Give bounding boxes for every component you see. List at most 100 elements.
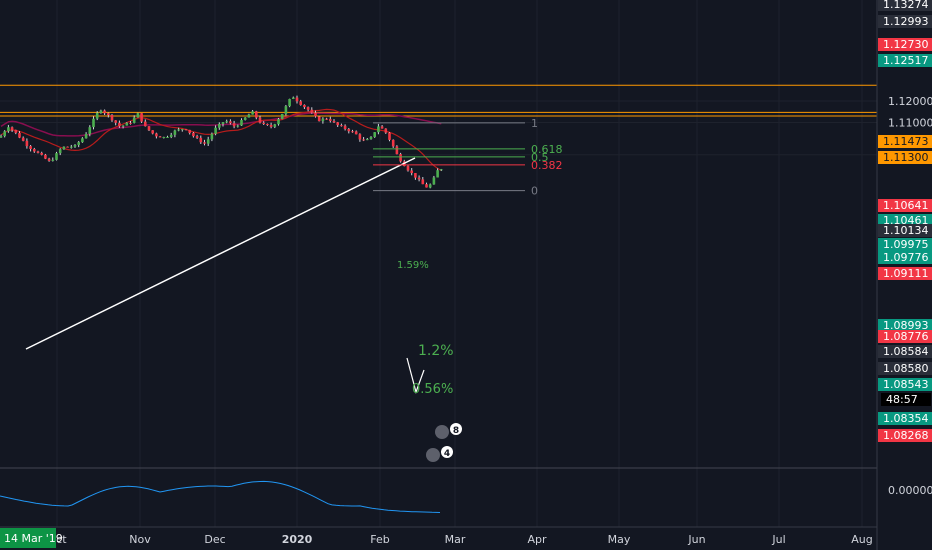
price-tag-bg: [881, 393, 931, 406]
candle-body: [81, 138, 84, 143]
candle-body: [299, 101, 302, 105]
oscillator-pane: [0, 480, 441, 513]
candle-body: [332, 120, 336, 123]
candle-body: [47, 158, 51, 161]
horizontal-levels[interactable]: [0, 84, 877, 117]
price-tag-bg: [878, 251, 932, 264]
candle-body: [436, 170, 439, 178]
candle-body: [136, 113, 140, 118]
price-tag-label: 1.10134: [883, 224, 929, 237]
price-tag-label: 1.12517: [883, 54, 929, 67]
price-tag-label: 1.09975: [883, 238, 929, 251]
candle-body: [3, 131, 6, 137]
event-badge[interactable]: 4: [426, 446, 453, 462]
candle-body: [358, 134, 362, 140]
candle-body: [347, 128, 351, 132]
candle-body: [262, 122, 265, 124]
candle-body: [329, 119, 332, 121]
event-badges[interactable]: 84: [426, 423, 462, 462]
candle-body: [114, 120, 117, 123]
candle-body: [144, 121, 147, 127]
candle-body: [414, 173, 417, 178]
candle-body: [14, 129, 18, 133]
candle-body: [417, 177, 421, 180]
candles: [0, 95, 443, 189]
candle-body: [303, 104, 306, 108]
candle-body: [29, 146, 32, 149]
candle-body: [306, 107, 310, 110]
cursor-time-tag: [0, 528, 56, 548]
price-tag-bg: [878, 151, 932, 164]
candle-body: [336, 122, 339, 126]
candle-body: [428, 184, 432, 188]
time-label: Aug: [851, 533, 872, 546]
candle-body: [55, 153, 58, 160]
candle-body: [199, 137, 203, 143]
candle-body: [44, 154, 47, 159]
candle-body: [377, 126, 380, 133]
candle-body: [36, 151, 40, 153]
badge-count-bg: [441, 446, 453, 458]
candle-body: [340, 125, 343, 127]
candle-body: [0, 136, 3, 138]
candle-body: [292, 97, 295, 99]
candle-body: [395, 146, 399, 155]
candle-body: [147, 126, 151, 131]
price-tick: 1.11000: [888, 117, 932, 130]
candle-body: [51, 159, 55, 161]
price-tags: 1.13274 1.12993 1.12730 1.12517 1.11473 1.113…: [878, 0, 932, 442]
candle-body: [410, 170, 413, 174]
candle-body: [192, 132, 195, 137]
candle-body: [247, 114, 251, 118]
price-tag-label: 1.08993: [883, 319, 929, 332]
ma-fast-line: [0, 108, 442, 172]
candle-body: [258, 117, 262, 123]
price-tag-label: 1.12993: [883, 15, 929, 28]
price-tag-label: 1.08584: [883, 345, 929, 358]
candle-body: [440, 169, 443, 171]
candle-body: [177, 129, 180, 131]
price-tag-bg: [878, 54, 932, 67]
candle-body: [236, 125, 240, 127]
candle-body: [221, 122, 225, 124]
ascending-trendline[interactable]: [25, 157, 416, 350]
candle-body: [255, 111, 258, 118]
candle-body: [121, 125, 125, 127]
candle-body: [251, 111, 254, 115]
candle-body: [218, 123, 221, 128]
candle-body: [362, 139, 365, 141]
candle-body: [432, 177, 436, 185]
trendlines[interactable]: [25, 157, 425, 395]
time-label: Jul: [771, 533, 785, 546]
candle-body: [158, 136, 162, 138]
price-tag-label: 1.08776: [883, 330, 929, 343]
candle-body: [103, 110, 106, 114]
candle-body: [40, 152, 43, 155]
candle-body: [10, 127, 14, 130]
candle-body: [73, 144, 77, 147]
candle-body: [240, 119, 243, 126]
price-tag-bg: [878, 345, 932, 358]
price-tag-bg: [878, 238, 932, 251]
candle-body: [269, 124, 273, 127]
price-tag-bg: [878, 362, 932, 375]
price-tag-label: 1.10641: [883, 199, 929, 212]
price-tick: 1.12000: [888, 95, 932, 108]
candle-body: [280, 113, 284, 120]
badge-count: 4: [444, 449, 450, 459]
candle-body: [99, 110, 103, 113]
candle-body: [369, 136, 373, 140]
candle-body: [229, 121, 232, 124]
fib-level-label: 1: [531, 117, 538, 130]
event-badge[interactable]: 8: [435, 423, 462, 439]
candle-body: [21, 137, 25, 141]
candle-body: [277, 119, 280, 125]
candle-body: [169, 134, 173, 137]
time-label: Nov: [129, 533, 151, 546]
price-tag-label: 1.09111: [883, 267, 929, 280]
candle-body: [266, 123, 269, 125]
